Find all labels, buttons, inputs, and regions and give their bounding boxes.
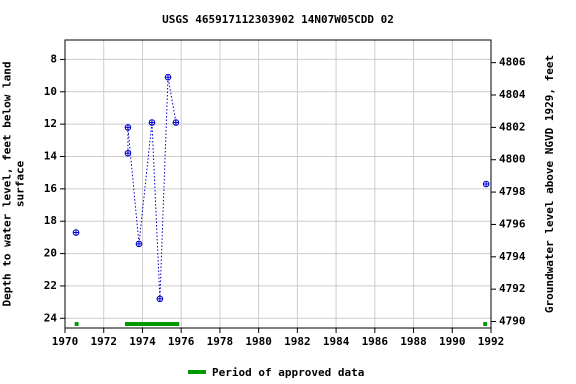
y-axis-label-line: Depth to water level, feet below land xyxy=(1,61,14,306)
y-tick-label: 14 xyxy=(44,149,58,162)
y-tick-label: 20 xyxy=(44,247,57,260)
point-cross xyxy=(157,296,163,302)
y2-tick-label: 4792 xyxy=(499,282,526,295)
plot-frame xyxy=(64,39,492,329)
point-cross xyxy=(73,229,79,236)
y-tick-label: 18 xyxy=(44,214,57,227)
point-cross xyxy=(125,150,131,157)
legend-swatch xyxy=(188,370,206,374)
x-tick-label: 1988 xyxy=(400,335,427,348)
approved-period xyxy=(74,322,79,326)
approved-period xyxy=(125,322,180,326)
point-cross xyxy=(165,74,171,81)
y2-tick-label: 4790 xyxy=(499,315,526,328)
x-tick-label: 1992 xyxy=(478,335,505,348)
x-tick-label: 1978 xyxy=(207,335,234,348)
y-axis-label-line: surface xyxy=(14,160,27,207)
legend-label: Period of approved data xyxy=(212,366,364,379)
x-tick-label: 1984 xyxy=(323,335,350,348)
x-tick-label: 1974 xyxy=(129,335,156,348)
y2-tick-label: 4800 xyxy=(499,153,526,166)
y2-tick-label: 4802 xyxy=(499,120,526,133)
x-tick-label: 1980 xyxy=(245,335,272,348)
y-tick-label: 22 xyxy=(44,279,57,292)
point-cross xyxy=(173,119,179,126)
point-cross xyxy=(125,124,131,131)
y-tick-label: 16 xyxy=(44,182,58,195)
x-tick-label: 1982 xyxy=(284,335,311,348)
point-cross xyxy=(149,119,155,126)
data-point xyxy=(72,229,80,236)
y2-tick-label: 4804 xyxy=(499,88,526,101)
y2-tick-label: 4794 xyxy=(499,250,526,263)
data-point xyxy=(164,73,172,81)
x-tick-label: 1972 xyxy=(90,335,117,348)
data-point xyxy=(124,124,132,131)
x-tick-label: 1970 xyxy=(52,335,79,348)
y2-tick-label: 4798 xyxy=(499,185,526,198)
data-point xyxy=(156,295,164,303)
x-tick-label: 1986 xyxy=(362,335,389,348)
data-point xyxy=(135,240,143,248)
y-axis-label: Depth to water level, feet below landsur… xyxy=(1,61,27,306)
data-point xyxy=(148,119,156,126)
x-tick-label: 1976 xyxy=(168,335,195,348)
y-tick-label: 8 xyxy=(50,52,57,65)
y2-axis-label: Groundwater level above NGVD 1929, feet xyxy=(543,55,556,313)
x-tick-label: 1990 xyxy=(439,335,466,348)
y-tick-label: 24 xyxy=(44,311,58,324)
point-cross xyxy=(483,181,489,187)
approved-period xyxy=(483,322,488,326)
point-cross xyxy=(136,241,142,247)
data-point xyxy=(482,180,490,188)
y-tick-label: 12 xyxy=(44,117,57,130)
chart-title: USGS 465917112303902 14N07W05CDD 02 xyxy=(162,13,394,26)
data-point xyxy=(124,149,132,157)
y-tick-label: 10 xyxy=(44,85,57,98)
y2-tick-label: 4796 xyxy=(499,217,526,230)
data-point xyxy=(172,119,180,126)
y2-tick-label: 4806 xyxy=(499,56,526,69)
